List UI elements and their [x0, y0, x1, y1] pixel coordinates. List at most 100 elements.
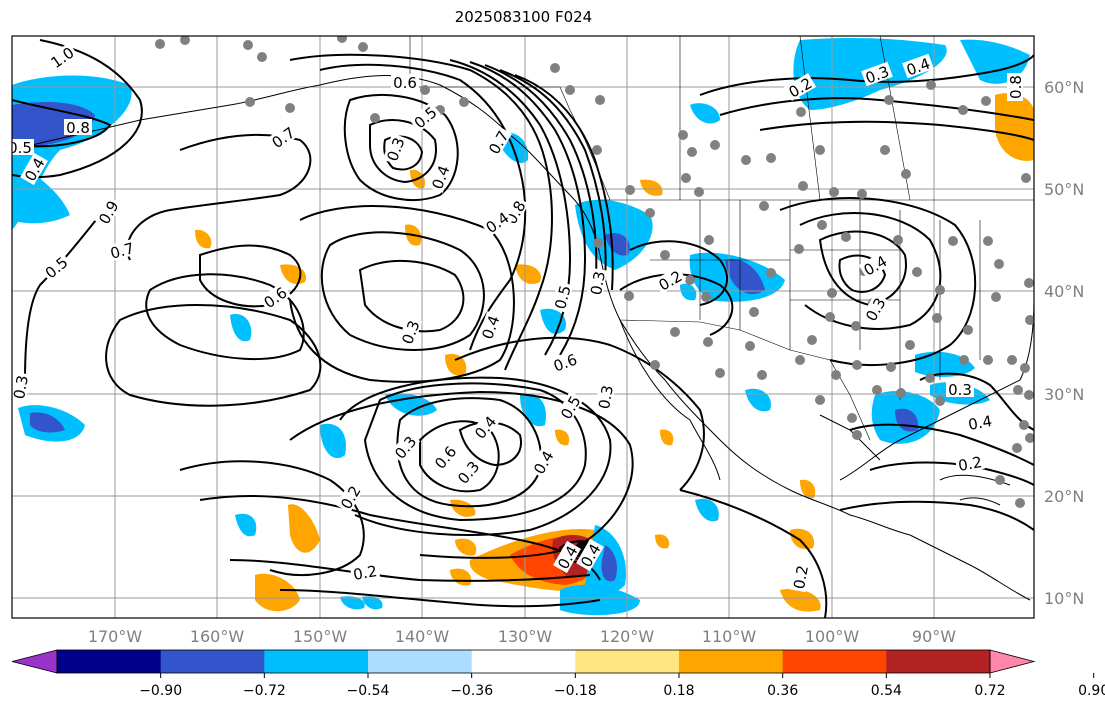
- contour-label-background: [391, 74, 419, 90]
- colorbar-segment: [57, 650, 162, 673]
- longitude-label: 120°W: [600, 627, 655, 646]
- coastlines: [12, 75, 1034, 601]
- contour-label-background: [550, 281, 574, 313]
- map-frame: [11, 35, 1035, 619]
- contour-label-background: [336, 480, 364, 514]
- contour-label-background: [480, 207, 514, 237]
- longitude-label: 150°W: [293, 627, 348, 646]
- contour-label-background: [12, 371, 31, 403]
- contour-label-background: [902, 53, 934, 79]
- contour-label-background: [1007, 73, 1023, 101]
- map-area: [12, 36, 1034, 618]
- contour-label-background: [427, 161, 453, 193]
- colorbar-tick-label: 0.18: [663, 683, 694, 699]
- longitude-label: 170°W: [88, 627, 143, 646]
- latitude-label: 50°N: [1044, 180, 1084, 199]
- colorbar-extend-high: [989, 649, 1036, 674]
- contour-label-background: [389, 431, 421, 463]
- colorbar-segment: [782, 650, 887, 673]
- contour-label: 0.6: [393, 74, 417, 92]
- contour-label-background: [861, 292, 889, 326]
- contour-label-background: [409, 101, 441, 133]
- colorbar-tick-label: −0.54: [347, 683, 390, 699]
- contour-label: 0.3: [10, 374, 32, 401]
- contour-label: 0.7: [108, 239, 136, 263]
- contour-label: 0.3: [948, 381, 972, 399]
- contour-label-background: [653, 266, 687, 294]
- latitude-label: 40°N: [1044, 282, 1084, 301]
- colorbar-segment: [368, 650, 473, 673]
- contour-label-background: [553, 540, 581, 574]
- contour-label-background: [586, 267, 608, 299]
- contour-label: 0.5: [551, 283, 575, 311]
- contour-label-background: [64, 119, 92, 135]
- contour-label: 0.2: [790, 564, 812, 591]
- contour-label-background: [789, 561, 811, 593]
- anomaly-shading: [12, 37, 1034, 616]
- latitude-labels: 60°N 50°N 40°N 30°N 20°N 10°N: [1044, 78, 1084, 608]
- contour-label: 0.5: [8, 139, 32, 157]
- contour-label-background: [12, 139, 34, 155]
- contour-label: 0.8: [66, 119, 90, 137]
- contour-label: 0.4: [967, 412, 994, 434]
- contour-label-background: [549, 349, 581, 375]
- colorbar-tick-label: −0.18: [554, 683, 597, 699]
- contour-label: 0.2: [957, 453, 984, 475]
- contour-label-background: [397, 316, 423, 348]
- colorbar-segment: [886, 650, 991, 673]
- longitude-labels: 170°W 160°W 150°W 140°W 130°W 120°W 110°W 100°W…: [88, 627, 956, 646]
- longitude-label: 140°W: [395, 627, 450, 646]
- map-title: 2025083100 F024: [454, 8, 593, 26]
- contour-label-background: [861, 61, 893, 87]
- contour-label-background: [783, 73, 817, 101]
- contour-label-background: [946, 381, 974, 397]
- latitude-label: 20°N: [1044, 487, 1084, 506]
- colorbar: −0.90 −0.72 −0.54 −0.36 −0.18 0.18 0.36 0.54 0.7…: [11, 649, 1105, 699]
- contour-label-background: [484, 125, 512, 159]
- contour-label-background: [529, 445, 557, 479]
- contour-label-background: [45, 42, 79, 72]
- longitude-label: 110°W: [702, 627, 757, 646]
- latitude-label: 10°N: [1044, 589, 1084, 608]
- contour-label: 0.3: [587, 270, 609, 297]
- colorbar-segment: [264, 650, 369, 673]
- colorbar-tick-label: 0.36: [767, 683, 798, 699]
- latitude-label: 60°N: [1044, 78, 1084, 97]
- graticule: [12, 36, 1034, 618]
- longitude-label: 160°W: [190, 627, 245, 646]
- longitude-label: 90°W: [912, 627, 956, 646]
- contour-label-background: [266, 122, 300, 152]
- colorbar-tick-label: 0.90: [1078, 683, 1105, 699]
- colorbar-tick-label: −0.90: [139, 683, 182, 699]
- contour-label-background: [858, 251, 892, 279]
- longitude-label: 100°W: [805, 627, 860, 646]
- colorbar-segment: [471, 650, 576, 673]
- contour-label: 0.2: [352, 562, 379, 584]
- contour-label-background: [20, 152, 48, 186]
- contour-labels: 1.00.80.50.40.90.70.50.30.60.70.60.30.40…: [8, 42, 1025, 593]
- contour-label-background: [106, 238, 138, 262]
- contour-label-background: [954, 452, 986, 474]
- colorbar-segment: [160, 650, 265, 673]
- contour-label-background: [40, 251, 72, 283]
- colorbar-frame: [56, 649, 991, 674]
- contour-label-background: [429, 441, 461, 473]
- longitude-label: 130°W: [498, 627, 553, 646]
- contour-label-background: [964, 411, 996, 433]
- colorbar-tick-label: 0.54: [871, 683, 902, 699]
- contour-label-background: [477, 311, 503, 343]
- colorbar-tick-label: −0.36: [450, 683, 493, 699]
- contour-label-background: [556, 390, 584, 424]
- colorbar-extend-low: [11, 649, 58, 674]
- contour-label: 0.3: [595, 384, 617, 411]
- contour-label-background: [349, 561, 381, 583]
- contour-label-background: [258, 282, 292, 312]
- latitude-label: 30°N: [1044, 385, 1084, 404]
- colorbar-segment: [679, 650, 784, 673]
- contour-label-background: [469, 411, 501, 443]
- contour-label-background: [576, 538, 604, 572]
- contour-label-background: [452, 456, 484, 488]
- contour-label-background: [382, 133, 408, 165]
- contour-label-background: [94, 195, 122, 229]
